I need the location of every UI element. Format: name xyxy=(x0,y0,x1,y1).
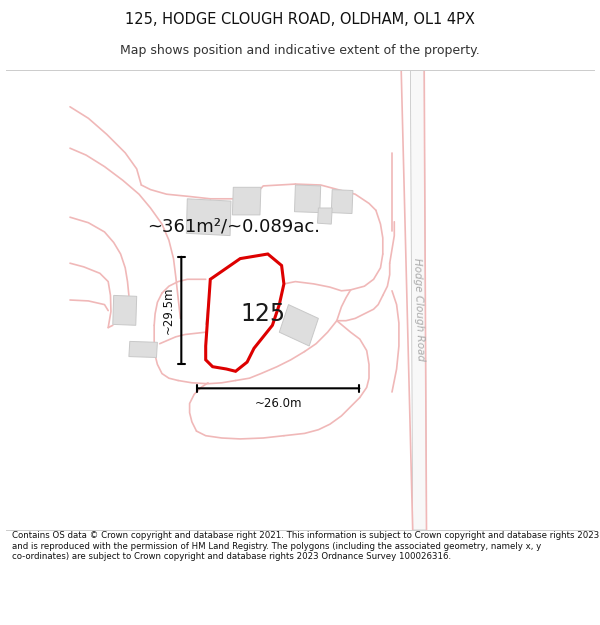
Text: 125, HODGE CLOUGH ROAD, OLDHAM, OL1 4PX: 125, HODGE CLOUGH ROAD, OLDHAM, OL1 4PX xyxy=(125,12,475,27)
Text: ~361m²/~0.089ac.: ~361m²/~0.089ac. xyxy=(147,217,320,236)
Polygon shape xyxy=(206,254,284,371)
Polygon shape xyxy=(206,282,240,330)
Polygon shape xyxy=(331,189,353,214)
Text: Contains OS data © Crown copyright and database right 2021. This information is : Contains OS data © Crown copyright and d… xyxy=(12,531,599,561)
Polygon shape xyxy=(279,304,319,346)
Polygon shape xyxy=(232,188,261,215)
Polygon shape xyxy=(187,199,231,236)
Polygon shape xyxy=(410,70,427,530)
Polygon shape xyxy=(113,296,137,325)
Polygon shape xyxy=(317,208,332,224)
Text: Map shows position and indicative extent of the property.: Map shows position and indicative extent… xyxy=(120,44,480,57)
Polygon shape xyxy=(129,341,157,357)
Text: ~26.0m: ~26.0m xyxy=(254,397,302,409)
Text: 125: 125 xyxy=(241,302,286,326)
Text: Hodge Clough Road: Hodge Clough Road xyxy=(412,258,425,361)
Polygon shape xyxy=(295,185,320,213)
Text: ~29.5m: ~29.5m xyxy=(162,287,175,334)
